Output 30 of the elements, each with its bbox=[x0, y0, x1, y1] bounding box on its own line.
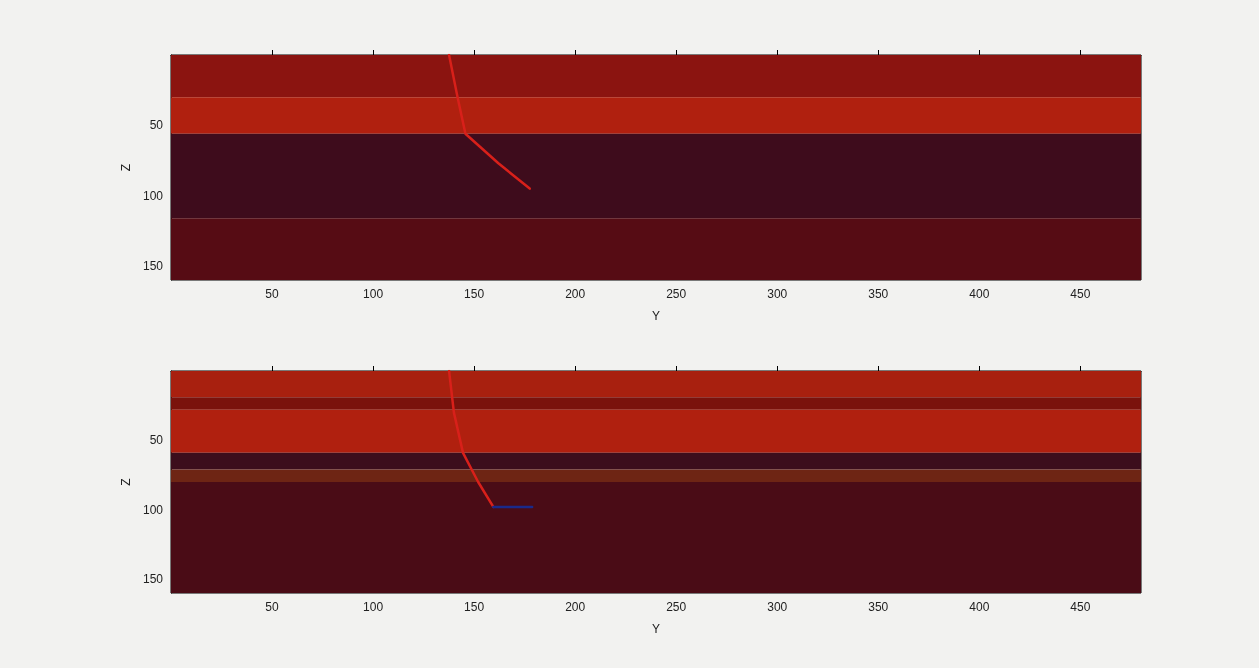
x-tick-label: 50 bbox=[265, 287, 280, 301]
x-tick-label: 150 bbox=[464, 287, 485, 301]
x-tick-label: 250 bbox=[666, 287, 687, 301]
y-tick-label: 100 bbox=[142, 502, 164, 517]
x-tick-label: 50 bbox=[265, 600, 280, 614]
x-tick-label: 200 bbox=[565, 287, 586, 301]
x-tick-label: 400 bbox=[969, 600, 990, 614]
y-tick-label: 100 bbox=[142, 188, 164, 203]
x-tick-label: 100 bbox=[363, 600, 384, 614]
line-series bbox=[447, 369, 495, 509]
y-axis-title: Z bbox=[119, 478, 134, 486]
x-tick-label: 450 bbox=[1070, 600, 1091, 614]
y-tick-label: 150 bbox=[142, 258, 164, 273]
y-tick-label: 50 bbox=[149, 433, 164, 448]
x-axis-title: Y bbox=[651, 309, 661, 323]
y-tick-label: 150 bbox=[142, 572, 164, 587]
x-tick-label: 200 bbox=[565, 600, 586, 614]
x-tick-label: 350 bbox=[868, 287, 889, 301]
y-axis-title: Z bbox=[119, 163, 134, 172]
x-tick-label: 400 bbox=[969, 287, 990, 301]
x-axis-title: Y bbox=[651, 622, 661, 636]
x-tick-label: 250 bbox=[666, 600, 687, 614]
line-series bbox=[447, 53, 531, 190]
x-tick-label: 150 bbox=[464, 600, 485, 614]
x-tick-label: 300 bbox=[767, 287, 788, 301]
x-tick-label: 100 bbox=[363, 287, 384, 301]
x-tick-label: 450 bbox=[1070, 287, 1091, 301]
x-tick-label: 300 bbox=[767, 600, 788, 614]
y-tick-label: 50 bbox=[149, 118, 164, 133]
x-tick-label: 350 bbox=[868, 600, 889, 614]
